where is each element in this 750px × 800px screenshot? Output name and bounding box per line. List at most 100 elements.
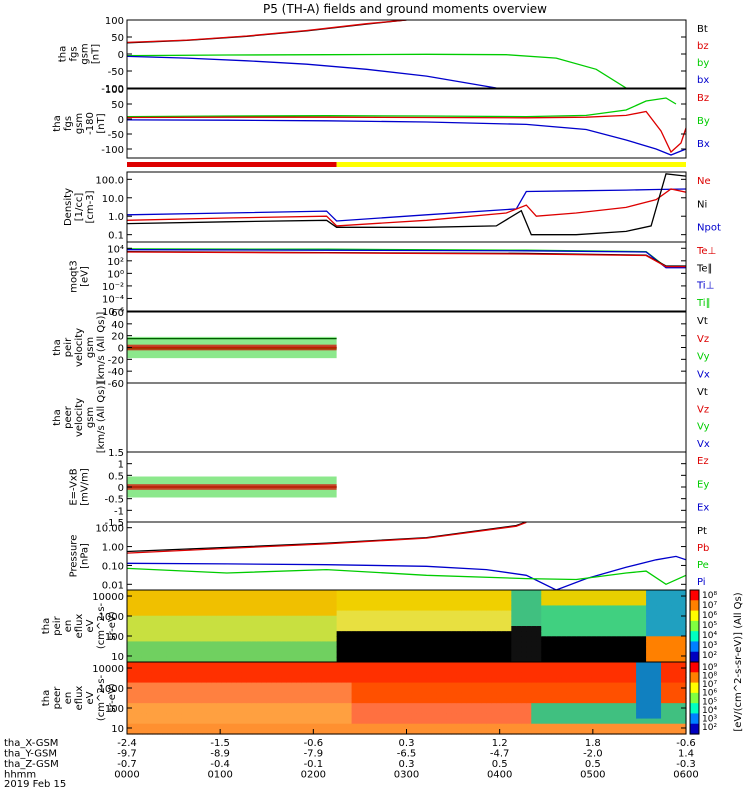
heatmap-cell bbox=[636, 651, 642, 658]
heatmap-cell bbox=[526, 718, 532, 725]
heatmap-cell bbox=[386, 708, 393, 715]
heatmap-cell bbox=[391, 590, 398, 596]
heatmap-cell bbox=[491, 672, 497, 679]
heatmap-cell bbox=[301, 626, 308, 632]
heatmap-cell bbox=[401, 723, 408, 730]
heatmap-cell bbox=[536, 682, 542, 689]
heatmap-cell bbox=[386, 672, 393, 679]
heatmap-cell bbox=[141, 713, 148, 720]
x-axis-value: 0600 bbox=[673, 770, 698, 781]
heatmap-cell bbox=[341, 605, 348, 612]
heatmap-cell bbox=[521, 615, 527, 622]
heatmap-cell bbox=[426, 672, 433, 679]
heatmap-cell bbox=[651, 641, 657, 648]
heatmap-cell bbox=[606, 728, 612, 735]
heatmap-cell bbox=[146, 646, 153, 653]
series-line-bz bbox=[127, 20, 407, 44]
heatmap-cell bbox=[226, 595, 233, 601]
heatmap-cell bbox=[271, 667, 278, 673]
heatmap-cell bbox=[476, 641, 482, 648]
heatmap-cell bbox=[431, 708, 438, 715]
heatmap-cell bbox=[146, 620, 153, 627]
heatmap-cell bbox=[651, 723, 657, 730]
heatmap-cell bbox=[596, 713, 602, 720]
heatmap-cell bbox=[391, 698, 398, 704]
heatmap-cell bbox=[576, 646, 582, 653]
heatmap-cell bbox=[526, 703, 532, 709]
heatmap-cell bbox=[151, 692, 158, 699]
heatmap-cell bbox=[621, 718, 627, 725]
heatmap-cell bbox=[311, 677, 318, 684]
heatmap-cell bbox=[571, 636, 577, 643]
heatmap-cell bbox=[496, 651, 502, 658]
heatmap-cell bbox=[306, 728, 313, 735]
heatmap-cell bbox=[436, 651, 443, 658]
heatmap-cell bbox=[441, 718, 448, 725]
heatmap-cell bbox=[206, 703, 213, 709]
heatmap-cell bbox=[386, 662, 393, 668]
heatmap-cell bbox=[206, 662, 213, 668]
heatmap-cell bbox=[531, 641, 537, 648]
heatmap-cell bbox=[331, 636, 338, 643]
heatmap-cell bbox=[201, 703, 208, 709]
heatmap-cell bbox=[206, 590, 213, 596]
heatmap-cell bbox=[596, 620, 602, 627]
heatmap-cell bbox=[441, 651, 448, 658]
heatmap-cell bbox=[281, 610, 288, 617]
heatmap-cell bbox=[511, 605, 517, 612]
heatmap-cell bbox=[286, 728, 293, 735]
heatmap-cell bbox=[181, 620, 188, 627]
heatmap-cell bbox=[651, 713, 657, 720]
heatmap-cell bbox=[666, 605, 672, 612]
heatmap-cell bbox=[546, 713, 552, 720]
heatmap-cell bbox=[281, 605, 288, 612]
heatmap-cell bbox=[261, 651, 268, 658]
heatmap-cell bbox=[486, 656, 492, 663]
heatmap-cell bbox=[421, 646, 428, 653]
heatmap-cell bbox=[511, 656, 517, 663]
heatmap-cell bbox=[336, 677, 343, 684]
heatmap-cell bbox=[491, 713, 497, 720]
heatmap-cell bbox=[511, 723, 517, 730]
heatmap-cell bbox=[486, 651, 492, 658]
heatmap-cell bbox=[636, 698, 642, 704]
heatmap-cell bbox=[471, 718, 477, 725]
heatmap-cell bbox=[416, 600, 423, 607]
heatmap-cell bbox=[261, 595, 268, 601]
heatmap-cell bbox=[551, 667, 557, 673]
heatmap-cell bbox=[246, 667, 253, 673]
heatmap-cell bbox=[616, 610, 622, 617]
heatmap-cell bbox=[241, 672, 248, 679]
heatmap-cell bbox=[226, 615, 233, 622]
heatmap-cell bbox=[681, 615, 687, 622]
colorbar-band bbox=[690, 620, 699, 632]
heatmap-cell bbox=[526, 656, 532, 663]
heatmap-cell bbox=[371, 708, 378, 715]
heatmap-cell bbox=[271, 728, 278, 735]
heatmap-cell bbox=[131, 600, 138, 607]
heatmap-cell bbox=[566, 641, 572, 648]
heatmap-cell bbox=[131, 667, 138, 673]
heatmap-cell bbox=[131, 646, 138, 653]
heatmap-cell bbox=[456, 672, 463, 679]
heatmap-cell bbox=[511, 682, 517, 689]
heatmap-cell bbox=[621, 667, 627, 673]
heatmap-cell bbox=[511, 620, 517, 627]
heatmap-cell bbox=[526, 682, 532, 689]
heatmap-cell bbox=[226, 698, 233, 704]
heatmap-cell bbox=[371, 651, 378, 658]
heatmap-cell bbox=[351, 677, 358, 684]
heatmap-cell bbox=[411, 713, 418, 720]
heatmap-cell bbox=[236, 667, 243, 673]
heatmap-cell bbox=[431, 646, 438, 653]
heatmap-cell bbox=[496, 605, 502, 612]
heatmap-cell bbox=[621, 646, 627, 653]
heatmap-cell bbox=[386, 595, 393, 601]
heatmap-cell bbox=[446, 682, 453, 689]
heatmap-cell bbox=[236, 605, 243, 612]
heatmap-cell bbox=[581, 656, 587, 663]
heatmap-cell bbox=[196, 615, 203, 622]
heatmap-cell bbox=[301, 600, 308, 607]
heatmap-cell bbox=[486, 610, 492, 617]
heatmap-cell bbox=[626, 682, 632, 689]
